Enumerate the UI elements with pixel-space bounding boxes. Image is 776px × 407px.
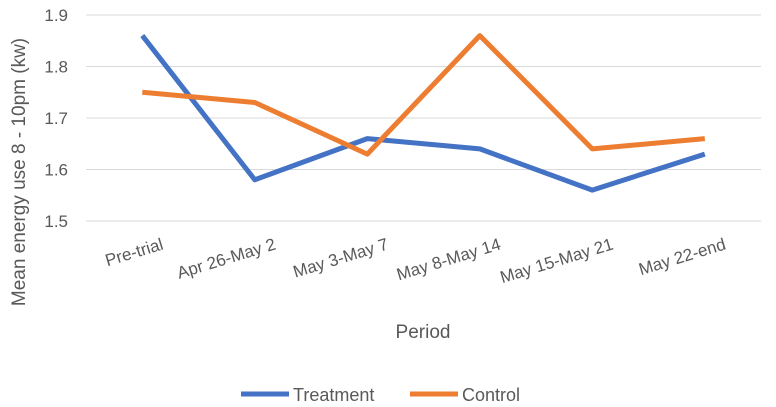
series-lines	[140, 33, 706, 193]
series-line-treatment	[140, 34, 706, 193]
y-tick-label: 1.9	[44, 6, 68, 25]
x-axis-title: Period	[396, 322, 451, 343]
x-tick-label: May 22-end	[637, 235, 728, 279]
x-tick-label: Apr 26-May 2	[175, 235, 278, 283]
y-tick-label: 1.5	[44, 212, 68, 231]
x-tick-label: May 3-May 7	[291, 235, 391, 282]
y-tick-label: 1.7	[44, 109, 68, 128]
y-axis-title: Mean energy use 8 - 10pm (kw)	[9, 38, 30, 306]
legend-label-treatment: Treatment	[293, 385, 374, 405]
series-line-control	[142, 33, 706, 157]
legend: Treatment Control	[241, 385, 520, 405]
x-tick-label: May 8-May 14	[394, 235, 503, 285]
y-tick-label: 1.8	[44, 58, 68, 77]
y-tick-label: 1.6	[44, 161, 68, 180]
gridlines	[86, 14, 761, 222]
x-tick-label: Pre-trial	[103, 235, 165, 271]
y-axis-ticks: 1.5 1.6 1.7 1.8 1.9	[44, 6, 68, 231]
legend-label-control: Control	[462, 385, 520, 405]
x-axis-ticks: Pre-trial Apr 26-May 2 May 3-May 7 May 8-Ma…	[103, 235, 728, 287]
x-tick-label: May 15-May 21	[498, 235, 616, 287]
